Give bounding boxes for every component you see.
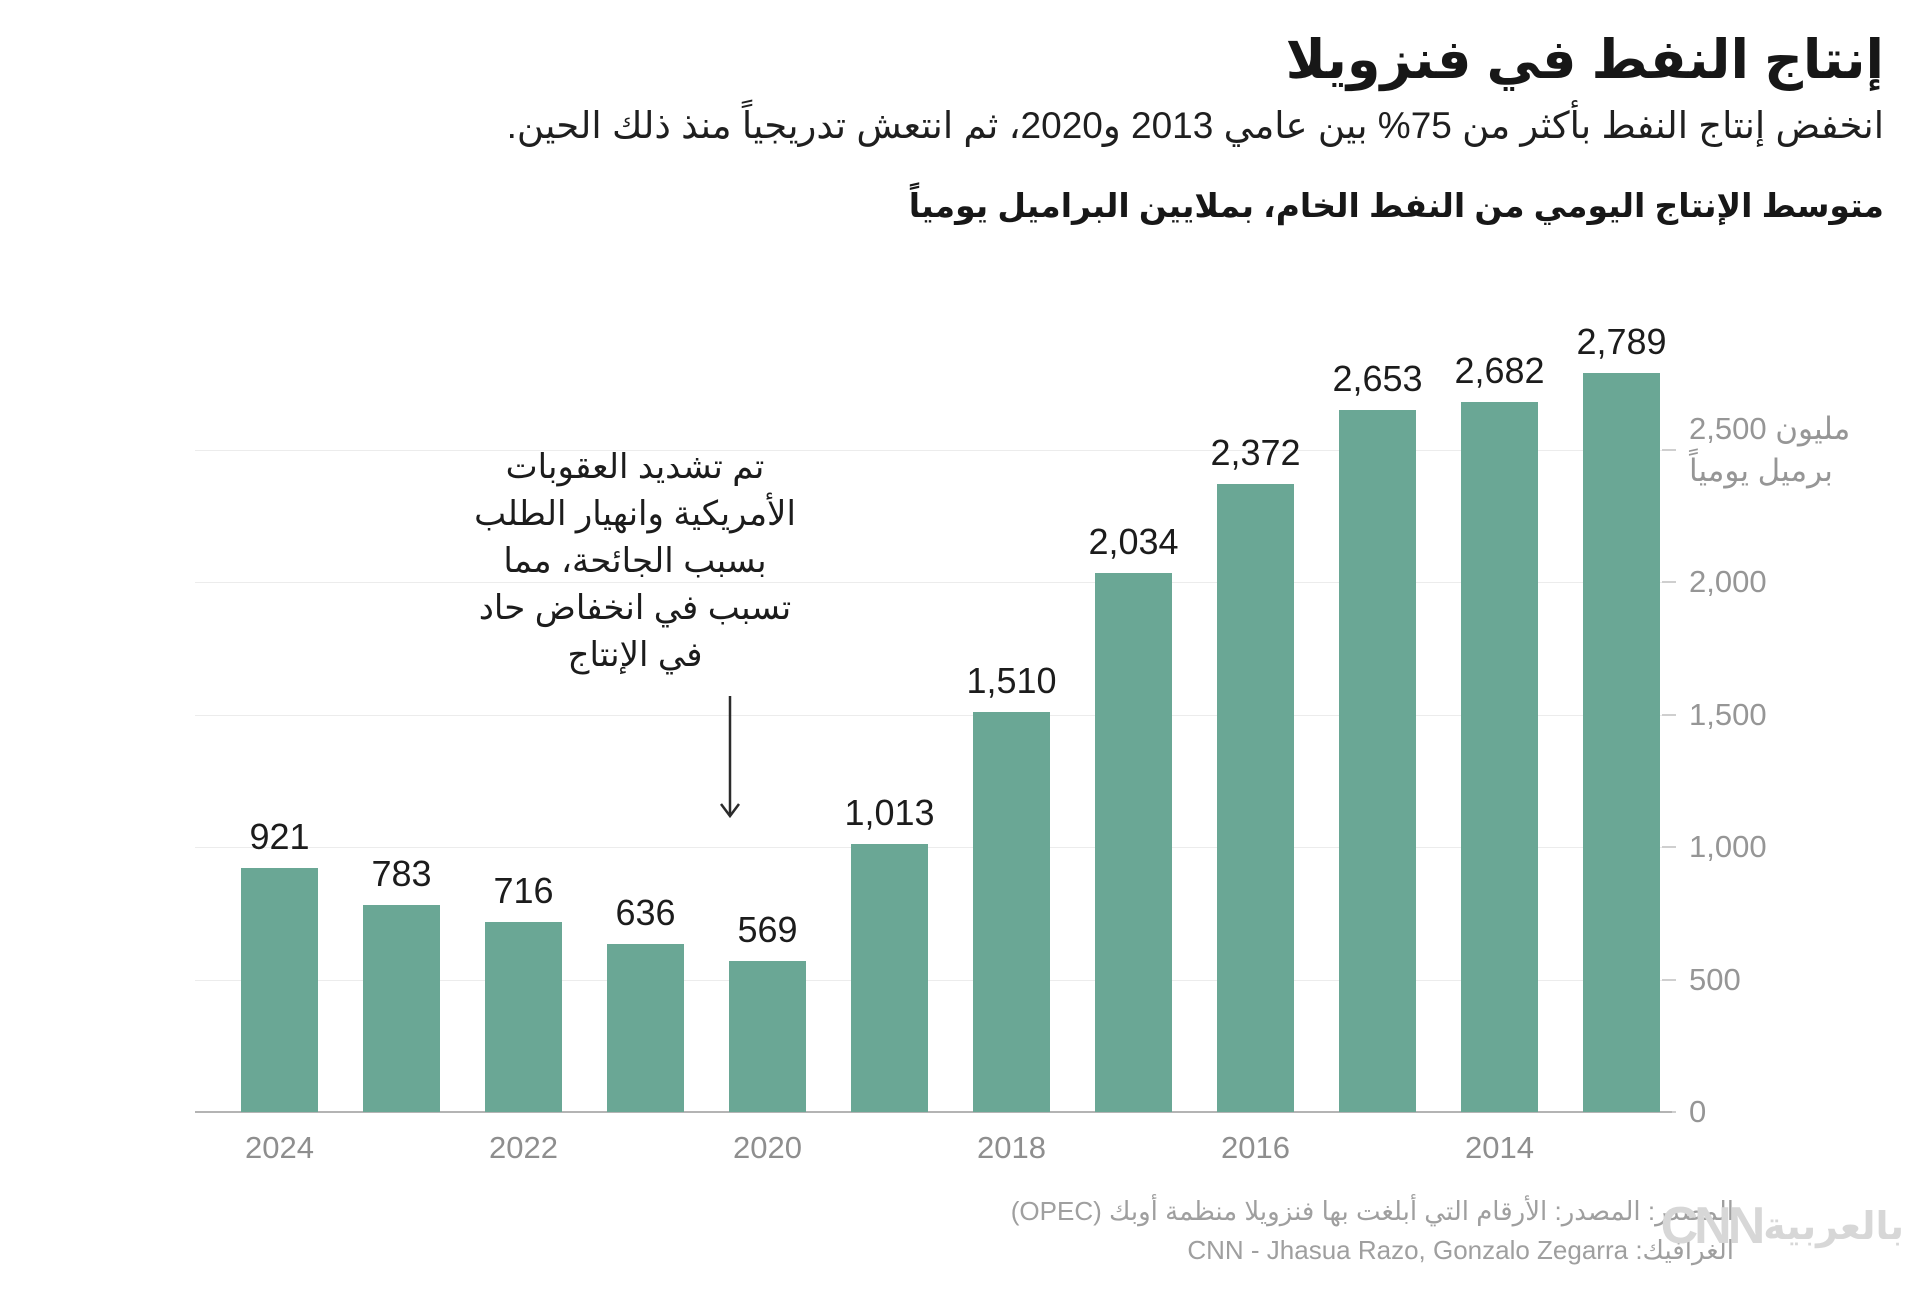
y-tick-2000 — [1662, 581, 1676, 584]
annotation-line-2: الأمريكية وانهيار الطلب — [474, 495, 796, 533]
credit-line: الغرافيك: CNN - Jhasua Razo, Gonzalo Zeg… — [1187, 1235, 1734, 1265]
y-axis-label-500: 500 — [1689, 961, 1741, 997]
bar-2015 — [1339, 409, 1416, 1112]
cnn-arabic-text: بالعربية — [1763, 1205, 1904, 1248]
x-axis-label-2016: 2016 — [1221, 1130, 1290, 1165]
annotation-line-1: تم تشديد العقوبات — [505, 448, 765, 486]
bar-2022 — [485, 922, 562, 1112]
bar-value-2023: 783 — [371, 852, 432, 894]
x-axis-line — [195, 1111, 1672, 1113]
cnn-arabic-logo: CNN بالعربية — [1661, 1196, 1904, 1256]
bar-value-2024: 921 — [249, 816, 310, 858]
bar-value-2018: 1,510 — [966, 660, 1057, 702]
gridline-2000 — [195, 582, 1672, 584]
bar-2020 — [729, 961, 806, 1112]
bar-value-2014: 2,682 — [1454, 349, 1545, 391]
y-axis-label-1000: 1,000 — [1689, 829, 1767, 865]
plot-area: 921 783 716 636 569 1,013 1,510 2,034 2,372 2,653… — [195, 321, 1676, 1165]
bar-2024 — [241, 868, 318, 1112]
bar-2019 — [851, 843, 928, 1112]
bar-2014 — [1461, 401, 1538, 1112]
bar-2018 — [973, 712, 1050, 1112]
bar-value-2020: 569 — [737, 909, 798, 951]
bar-2021 — [607, 943, 684, 1112]
y-tick-1500 — [1662, 713, 1676, 716]
x-axis-label-2018: 2018 — [977, 1130, 1046, 1165]
y-axis-labels: 0 500 1,000 1,500 2,000 — [1689, 430, 1909, 1306]
x-axis-label-2024: 2024 — [245, 1130, 314, 1165]
page-subtitle: انخفض إنتاج النفط بأكثر من 75% بين عامي … — [506, 105, 1884, 146]
gridline-500 — [195, 979, 1672, 981]
gridline-1000 — [195, 847, 1672, 849]
y-tick-2500 — [1662, 449, 1676, 451]
y-axis-unit-line2: برميل يومياً — [1689, 453, 1833, 488]
y-axis-label-1500: 1,500 — [1689, 696, 1767, 732]
bar-value-2013: 2,789 — [1576, 321, 1667, 363]
annotation-line-4: تسبب في انخفاض حاد — [478, 589, 792, 627]
y-axis-label-2000: 2,000 — [1689, 564, 1767, 600]
page-title: إنتاج النفط في فنزويلا — [1285, 30, 1884, 90]
source-credit: المصدر: المصدر: الأرقام التي أبلغت بها ف… — [1011, 1192, 1734, 1270]
bar-2023 — [363, 904, 440, 1112]
annotation-line-3: بسبب الجائحة، مما — [503, 542, 767, 580]
bar-value-2022: 716 — [493, 870, 554, 912]
gridline-2500 — [195, 450, 1672, 451]
bar-value-2021: 636 — [615, 891, 676, 933]
bar-2017 — [1095, 573, 1172, 1112]
x-axis-label-2022: 2022 — [489, 1130, 558, 1165]
annotation-arrow-icon — [720, 696, 740, 819]
y-axis-unit-label: 2,500 مليون برميل يومياً — [1689, 408, 1850, 492]
x-axis-label-2020: 2020 — [733, 1130, 802, 1165]
bar-value-2019: 1,013 — [844, 791, 935, 833]
y-tick-1000 — [1662, 846, 1676, 849]
bar-2013 — [1583, 373, 1660, 1112]
y-axis-unit-line1: 2,500 مليون — [1689, 411, 1851, 446]
source-line: المصدر: المصدر: الأرقام التي أبلغت بها ف… — [1010, 1196, 1734, 1226]
x-axis-label-2014: 2014 — [1465, 1130, 1534, 1165]
annotation-line-5: في الإنتاج — [567, 636, 703, 674]
y-tick-500 — [1662, 978, 1676, 981]
bar-2016 — [1217, 483, 1294, 1112]
bar-value-2016: 2,372 — [1210, 431, 1301, 473]
bar-value-2015: 2,653 — [1332, 357, 1423, 399]
chart-axis-title: متوسط الإنتاج اليومي من النفط الخام، بمل… — [908, 187, 1884, 224]
cnn-logo-text: CNN — [1660, 1197, 1766, 1255]
bar-value-2017: 2,034 — [1088, 521, 1179, 563]
y-axis-label-0: 0 — [1689, 1094, 1707, 1129]
gridline-1500 — [195, 714, 1672, 716]
annotation-text: تم تشديد العقوبات الأمريكية وانهيار الطلب… — [468, 444, 802, 679]
